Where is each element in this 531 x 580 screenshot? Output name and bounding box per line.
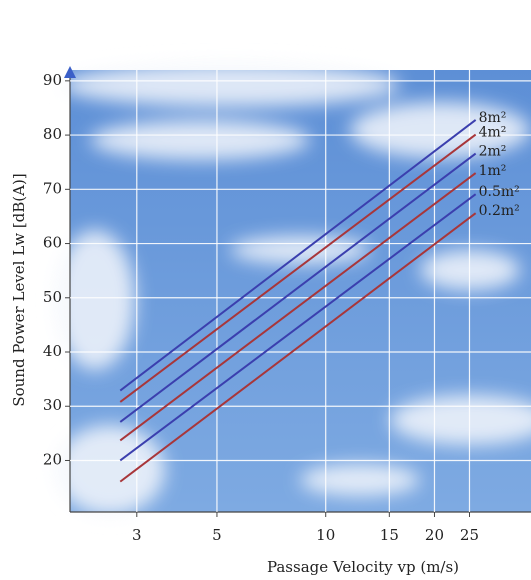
y-tick-label: 40: [43, 342, 62, 360]
x-tick-label: 3: [132, 526, 142, 544]
x-tick-label: 10: [316, 526, 335, 544]
x-tick-label: 15: [380, 526, 399, 544]
y-tick-label: 30: [43, 396, 62, 414]
y-tick-label: 20: [43, 450, 62, 468]
y-tick-label: 90: [43, 71, 62, 89]
y-tick-label: 50: [43, 288, 62, 306]
series-line: [119, 119, 477, 392]
series-label: 8m²: [479, 110, 507, 126]
series-label: 0.2m²: [479, 203, 520, 219]
x-tick-label: 5: [212, 526, 222, 544]
y-tick-label: 80: [43, 125, 62, 143]
axis-arrow: [64, 66, 76, 78]
series-line: [119, 133, 477, 403]
x-axis-label: Passage Velocity vp (m/s): [267, 558, 459, 576]
series-line: [119, 193, 477, 462]
series-label: 1m²: [479, 163, 507, 179]
y-tick-label: 70: [43, 179, 62, 197]
x-tick-label: 20: [425, 526, 444, 544]
series-line: [119, 152, 477, 423]
y-tick-label: 60: [43, 234, 62, 252]
plot-background: [55, 63, 531, 515]
x-tick-label: 25: [460, 526, 479, 544]
series-label: 2m²: [479, 144, 507, 160]
series-line: [119, 172, 477, 442]
y-axis-label: Sound Power Level Lw [dB(A)]: [10, 173, 28, 406]
series-label: 0.5m²: [479, 184, 520, 200]
series-line: [119, 212, 477, 483]
series-label: 4m²: [479, 125, 507, 141]
